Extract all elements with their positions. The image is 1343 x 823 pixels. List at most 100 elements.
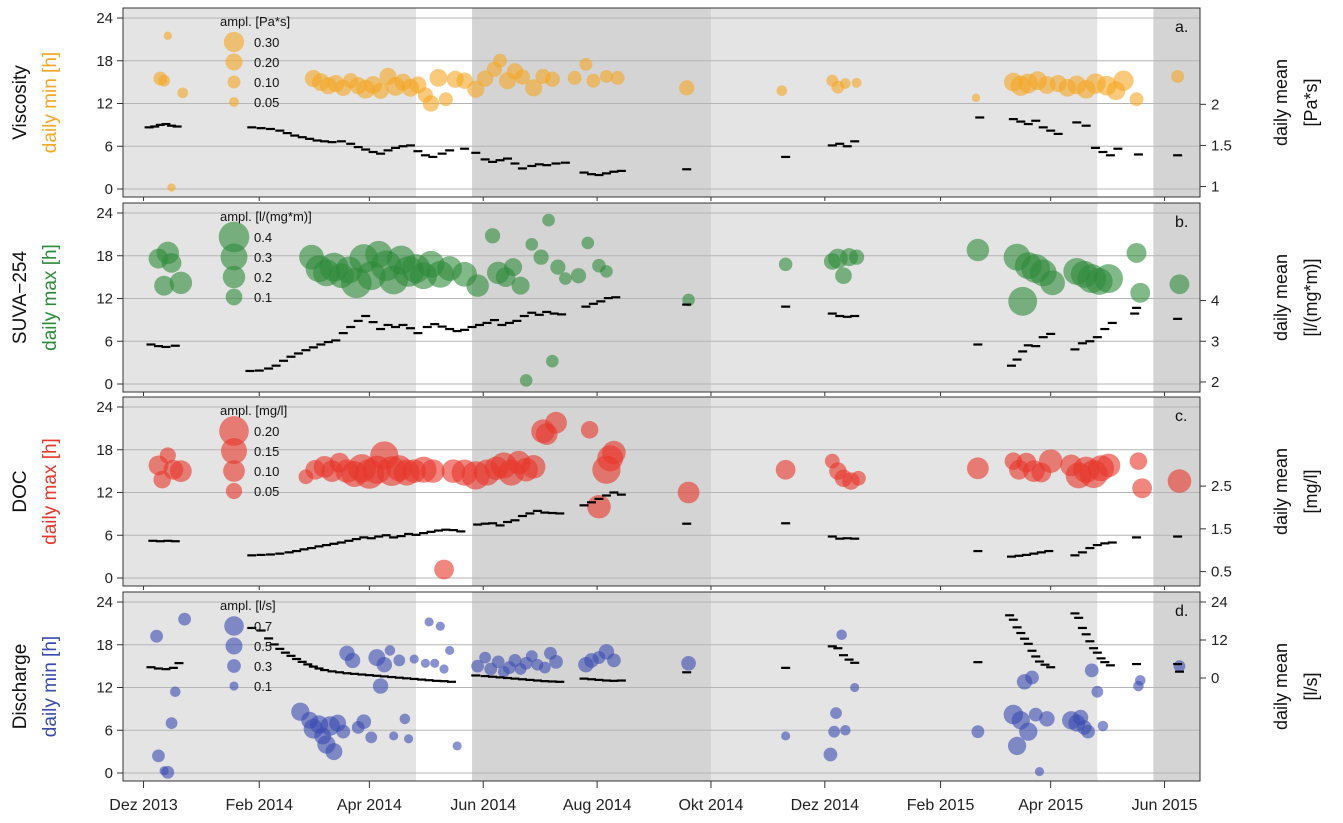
amplitude-bubble [409, 654, 419, 664]
amplitude-bubble [152, 749, 165, 763]
legend-label: 0.1 [254, 679, 272, 694]
amplitude-bubble [1173, 660, 1186, 672]
amplitude-bubble [169, 271, 193, 295]
amplitude-bubble [835, 267, 852, 285]
left-tick-label: 18 [96, 637, 113, 654]
amplitude-bubble [471, 659, 485, 673]
amplitude-bubble [840, 78, 851, 89]
legend-title: ampl. [Pa*s] [220, 14, 290, 29]
amplitude-bubble [429, 68, 448, 87]
left-tick-label: 12 [96, 291, 113, 308]
panel-frame [122, 396, 1201, 587]
amplitude-bubble [511, 276, 530, 295]
amplitude-bubble [966, 457, 989, 480]
x-tick-label: Dez 2013 [109, 797, 178, 814]
amplitude-bubble [971, 93, 981, 102]
amplitude-bubble [775, 459, 796, 480]
amplitude-bubble [1081, 724, 1095, 739]
panel-tag: d. [1175, 603, 1188, 620]
panel-frame [122, 202, 1201, 393]
x-tick-label: Apr 2015 [1018, 797, 1083, 814]
amplitude-bubble [850, 682, 860, 693]
legend-label: 0.2 [254, 270, 272, 285]
legend-bubble [220, 243, 248, 271]
amplitude-bubble [1038, 449, 1063, 473]
amplitude-bubble [177, 87, 189, 99]
amplitude-bubble [610, 70, 625, 85]
right-axis-title: daily mean [1271, 59, 1291, 146]
shaded-period [710, 8, 1098, 197]
left-tick-label: 12 [96, 680, 113, 697]
legend-label: 0.3 [254, 250, 272, 265]
amplitude-bubble [966, 238, 990, 262]
shaded-period [472, 203, 711, 392]
amplitude-bubble [581, 236, 595, 250]
right-axis-unit: [l/(mg*m)] [1301, 259, 1321, 337]
left-tick-label: 12 [96, 485, 113, 502]
amplitude-bubble [1096, 453, 1121, 478]
amplitude-bubble [971, 725, 985, 739]
left-tick-label: 6 [105, 527, 113, 544]
panel-tag: c. [1175, 408, 1187, 425]
amplitude-bubble [1008, 286, 1038, 316]
legend-bubble [227, 75, 241, 89]
legend-bubble [229, 681, 239, 691]
amplitude-bubble [504, 258, 523, 277]
amplitude-bubble [158, 74, 170, 87]
amplitude-bubble [542, 213, 555, 227]
left-tick-label: 18 [96, 248, 113, 265]
amplitude-bubble [600, 265, 613, 278]
left-axis-title: daily min [h] [40, 52, 61, 153]
right-tick-label: 0.5 [1211, 564, 1232, 581]
amplitude-bubble [1094, 264, 1123, 293]
left-axis-title: daily max [h] [40, 244, 61, 351]
amplitude-bubble [430, 658, 440, 668]
amplitude-bubble [159, 447, 176, 464]
right-axis-unit: [l/s] [1301, 672, 1321, 700]
amplitude-bubble [1019, 722, 1038, 741]
right-tick-label: 12 [1211, 632, 1228, 649]
amplitude-bubble [781, 731, 791, 741]
amplitude-bubble [161, 252, 182, 273]
left-tick-label: 6 [105, 333, 113, 350]
amplitude-bubble [1113, 70, 1134, 91]
panel-tag: b. [1175, 214, 1188, 231]
amplitude-bubble [150, 629, 163, 643]
amplitude-bubble [1028, 707, 1043, 722]
legend-label: 0.5 [254, 639, 272, 654]
amplitude-bubble [1039, 711, 1055, 727]
legend-title: ampl. [mg/l] [220, 403, 287, 418]
amplitude-bubble [167, 183, 176, 192]
amplitude-bubble [424, 617, 434, 627]
amplitude-bubble [438, 92, 453, 107]
panel-1: 0 6 12 18 24 1 1.5 2 Viscosity daily min [h] daily… [10, 7, 1321, 198]
amplitude-bubble [682, 293, 695, 307]
right-tick-label: 2 [1211, 374, 1219, 391]
amplitude-bubble [586, 73, 601, 88]
amplitude-bubble [393, 654, 406, 667]
amplitude-bubble [1084, 663, 1099, 678]
amplitude-bubble [525, 238, 539, 251]
x-tick-label: Jun 2014 [450, 797, 516, 814]
legend-label: 0.20 [254, 424, 279, 439]
amplitude-bubble [435, 621, 445, 631]
shaded-period [1153, 8, 1200, 197]
amplitude-bubble [679, 80, 695, 96]
amplitude-bubble [389, 731, 399, 741]
right-axis-unit: [mg/l] [1301, 469, 1321, 513]
amplitude-bubble [169, 460, 192, 483]
legend-label: 0.05 [254, 484, 279, 499]
amplitude-bubble [1134, 675, 1146, 686]
legend-bubble [220, 437, 248, 465]
amplitude-bubble [559, 272, 572, 285]
shaded-period [123, 592, 417, 781]
amplitude-bubble [445, 645, 455, 656]
amplitude-bubble [514, 69, 531, 85]
amplitude-bubble [493, 53, 507, 68]
panel-frame [122, 7, 1201, 198]
amplitude-bubble [848, 249, 865, 265]
shaded-period [472, 8, 711, 197]
left-axis-title: daily min [h] [40, 636, 61, 737]
amplitude-bubble [823, 747, 838, 762]
